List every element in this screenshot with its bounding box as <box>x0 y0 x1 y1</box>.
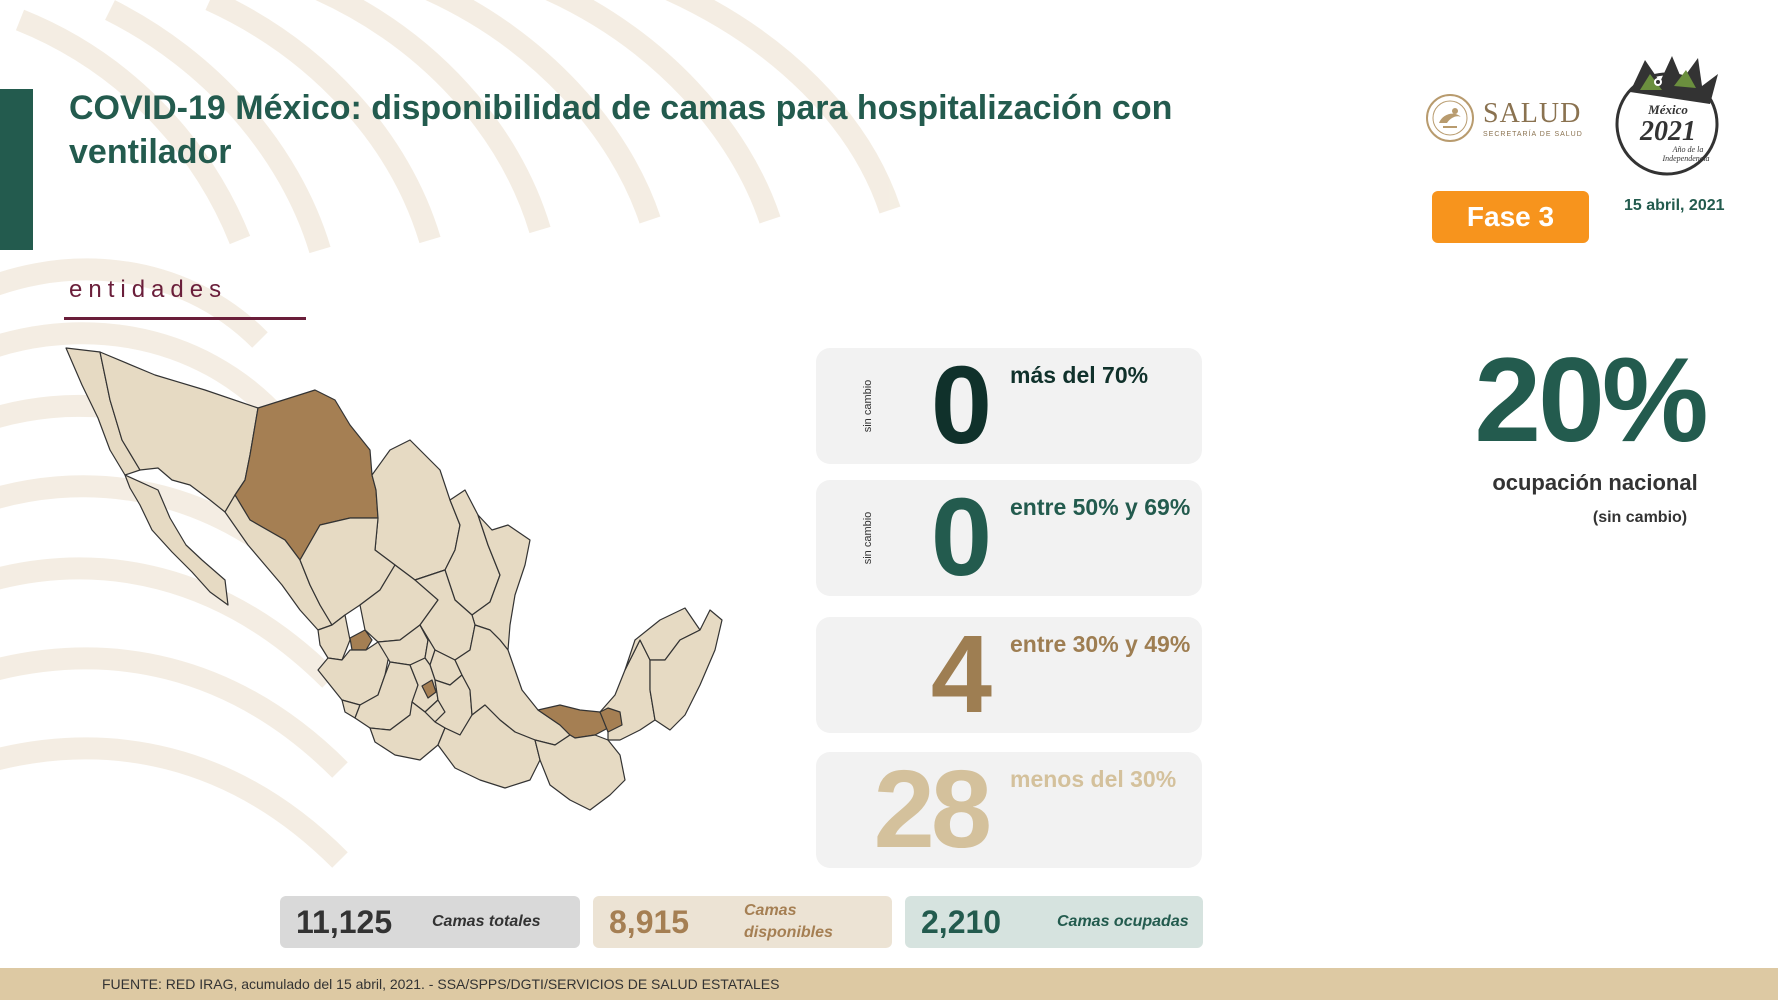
stat-card-50-69: sin cambio 0 entre 50% y 69% <box>816 480 1202 596</box>
footer-source: FUENTE: RED IRAG, acumulado del 15 abril… <box>102 976 780 992</box>
stat-count: 0 <box>930 476 992 599</box>
report-date: 15 abril, 2021 <box>1624 197 1725 214</box>
stat-count: 0 <box>930 344 992 467</box>
beds-available-label: Camas disponibles <box>744 902 833 941</box>
state-sonora <box>99 351 259 513</box>
beds-total-value: 11,125 <box>296 903 393 940</box>
beds-total-label: Camas totales <box>432 913 541 930</box>
national-seal-icon <box>1426 94 1474 142</box>
stat-change-note: sin cambio <box>862 379 874 433</box>
national-occupation-label: ocupación nacional <box>1492 470 1698 495</box>
stat-count: 28 <box>873 748 992 871</box>
stat-card-under-30: 28 menos del 30% <box>816 752 1202 868</box>
stat-label: menos del 30% <box>1010 766 1177 792</box>
state-baja-california-sur <box>124 474 229 606</box>
state-tabasco <box>537 704 609 739</box>
state-cdmx <box>421 679 437 699</box>
year-logo-caption-1: Año de la <box>1672 145 1704 154</box>
state-aguascalientes <box>349 629 373 651</box>
beds-occupied-box: 2,210 Camas ocupadas <box>905 896 1203 948</box>
salud-wordmark: SALUD <box>1483 97 1582 129</box>
stat-label: entre 30% y 49% <box>1010 631 1191 657</box>
accent-bar <box>0 89 33 250</box>
section-underline <box>64 317 306 320</box>
state-quintana-roo <box>649 609 723 731</box>
stat-label: entre 50% y 69% <box>1010 494 1191 520</box>
fase-badge: Fase 3 <box>1432 191 1589 243</box>
salud-subtitle: SECRETARÍA DE SALUD <box>1483 130 1583 138</box>
year-logo-caption-2: Independencia <box>1661 154 1709 163</box>
state-nayarit <box>317 614 351 661</box>
state-chiapas <box>534 734 626 811</box>
year-logo-year-text: 2021 <box>1639 116 1696 147</box>
stat-count: 4 <box>930 613 992 736</box>
stat-card-over-70: sin cambio 0 más del 70% <box>816 348 1202 464</box>
beds-occupied-label: Camas ocupadas <box>1057 913 1189 930</box>
state-guerrero <box>369 701 446 761</box>
mexico-map <box>65 347 723 811</box>
national-occupation-percentage: 20% <box>1474 333 1708 467</box>
beds-available-box: 8,915 Camas disponibles <box>593 896 892 948</box>
page-title: COVID-19 México: disponibilidad de camas… <box>69 89 1173 171</box>
beds-available-value: 8,915 <box>609 903 690 940</box>
stat-card-30-49: 4 entre 30% y 49% <box>816 617 1202 733</box>
stat-change-note: sin cambio <box>862 511 874 565</box>
state-campeche-highlight <box>599 707 623 733</box>
stat-label: más del 70% <box>1010 362 1149 388</box>
state-oaxaca <box>437 704 541 789</box>
footer-bar: FUENTE: RED IRAG, acumulado del 15 abril… <box>0 968 1778 1000</box>
independence-year-logo: México 2021 Año de la Independencia <box>1615 56 1719 176</box>
national-occupation-change: (sin cambio) <box>1592 509 1688 526</box>
year-logo-top-text: México <box>1647 102 1688 117</box>
beds-total-box: 11,125 Camas totales <box>280 896 580 948</box>
beds-occupied-value: 2,210 <box>921 903 1002 940</box>
salud-logo: SALUD SECRETARÍA DE SALUD <box>1425 88 1590 148</box>
section-label: entidades <box>69 276 228 303</box>
